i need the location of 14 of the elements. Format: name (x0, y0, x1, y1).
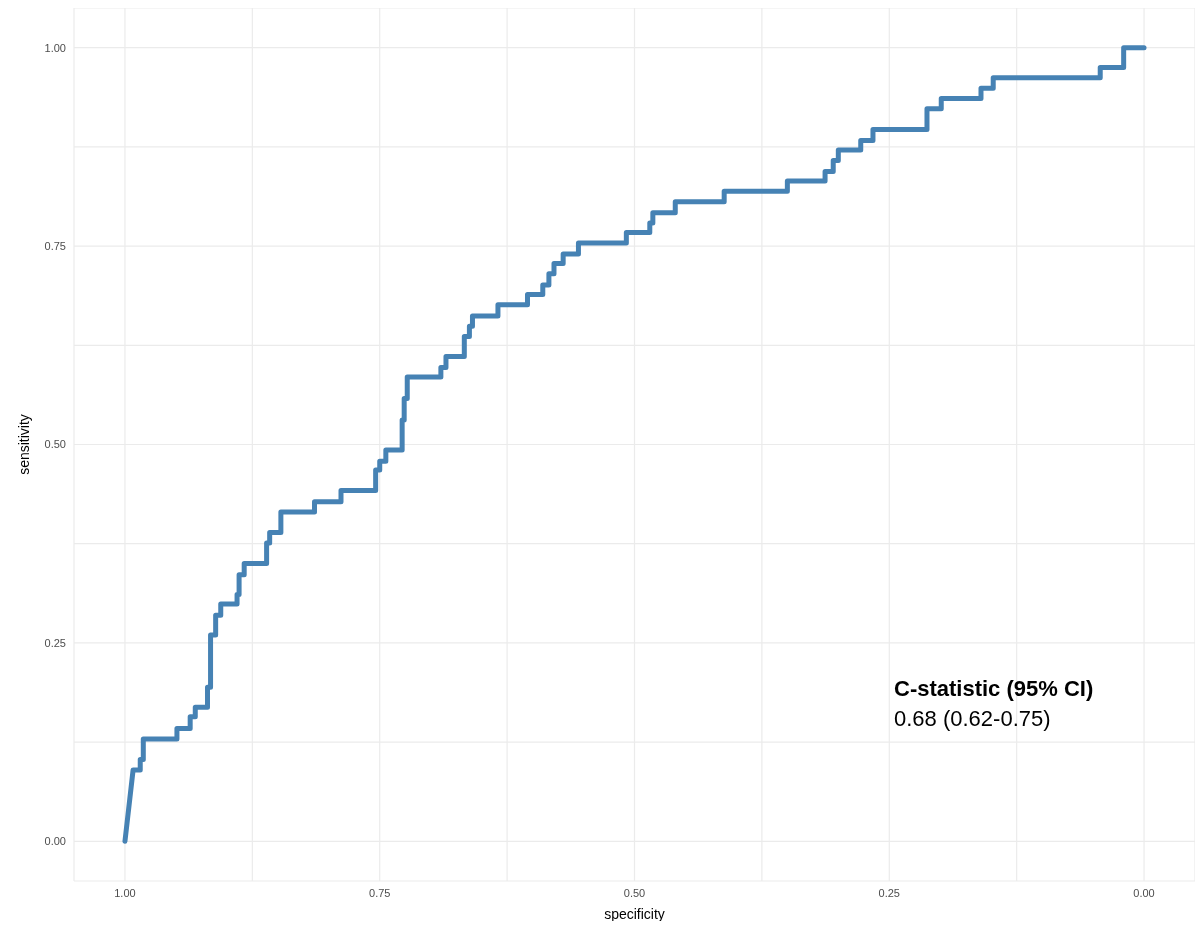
y-tick-label: 0.00 (44, 835, 66, 848)
x-tick-label: 0.25 (878, 886, 900, 899)
annotation: C-statistic (95% CI) (894, 675, 1094, 703)
x-tick-label: 0.00 (1133, 886, 1155, 899)
x-axis-title: specificity (604, 906, 665, 922)
x-tick-label: 0.50 (623, 886, 646, 899)
annotation: 0.68 (0.62-0.75) (894, 705, 1052, 733)
y-tick-label: 0.75 (44, 240, 66, 252)
x-tick-label: 1.00 (114, 886, 136, 899)
y-tick-label: 0.25 (44, 636, 66, 649)
y-tick-label: 0.50 (44, 438, 66, 451)
x-tick-label: 0.75 (369, 886, 391, 899)
y-tick-label: 1.00 (44, 41, 66, 54)
y-axis-title: sensitivity (15, 414, 32, 475)
